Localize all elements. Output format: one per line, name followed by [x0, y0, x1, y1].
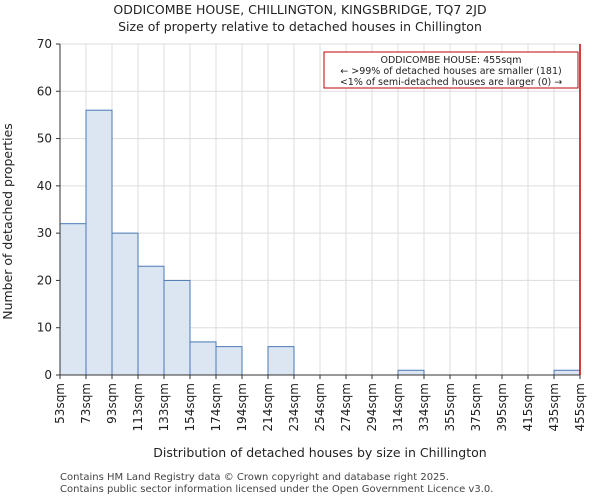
y-tick-label: 60: [37, 84, 52, 98]
bars: [59, 109, 581, 376]
bar: [189, 341, 217, 376]
x-tick-label: 234sqm: [287, 383, 301, 431]
x-tick-label: 53sqm: [53, 383, 67, 424]
annotation-line-2: ← >99% of detached houses are smaller (1…: [340, 66, 561, 77]
bar: [267, 346, 295, 376]
y-tick-label: 20: [37, 273, 52, 287]
x-tick-label: 455sqm: [573, 383, 587, 431]
x-tick-label: 93sqm: [105, 383, 119, 424]
x-tick-label: 334sqm: [417, 383, 431, 431]
bar: [215, 346, 243, 376]
y-tick-label: 0: [44, 368, 52, 382]
bar: [85, 109, 113, 376]
x-tick-label: 133sqm: [157, 383, 171, 431]
y-axis-label: Number of detached properties: [0, 123, 15, 320]
x-tick-label: 214sqm: [261, 383, 275, 431]
bar: [111, 232, 139, 376]
chart-subtitle: Size of property relative to detached ho…: [118, 19, 482, 34]
y-tick-label: 40: [37, 179, 52, 193]
chart-title: ODDICOMBE HOUSE, CHILLINGTON, KINGSBRIDG…: [113, 2, 487, 17]
bar: [163, 279, 191, 376]
y-tick-label: 30: [37, 226, 52, 240]
x-tick-label: 274sqm: [339, 383, 353, 431]
y-ticks: 0 10 20 30 40 50 60 70: [37, 37, 60, 382]
y-tick-label: 10: [37, 321, 52, 335]
annotation-line-1: ODDICOMBE HOUSE: 455sqm: [381, 55, 522, 66]
x-tick-label: 375sqm: [469, 383, 483, 431]
x-tick-label: 194sqm: [235, 383, 249, 431]
footer-line-2: Contains public sector information licen…: [60, 484, 494, 495]
x-tick-label: 73sqm: [79, 383, 93, 424]
footer-line-1: Contains HM Land Registry data © Crown c…: [60, 472, 449, 483]
x-ticks: 53sqm 73sqm 93sqm 113sqm 133sqm 154sqm 174sqm 1…: [53, 375, 587, 431]
x-tick-label: 355sqm: [443, 383, 457, 431]
x-tick-label: 154sqm: [183, 383, 197, 431]
bar: [397, 369, 425, 376]
annotation-line-3: <1% of semi-detached houses are larger (…: [340, 77, 562, 88]
bar: [553, 369, 581, 376]
x-tick-label: 435sqm: [547, 383, 561, 431]
x-tick-label: 294sqm: [365, 383, 379, 431]
x-axis-label: Distribution of detached houses by size …: [153, 445, 486, 460]
x-tick-label: 395sqm: [495, 383, 509, 431]
bar: [59, 223, 87, 376]
y-tick-label: 50: [37, 132, 52, 146]
bar: [137, 265, 165, 376]
x-tick-label: 174sqm: [209, 383, 223, 431]
x-tick-label: 113sqm: [131, 383, 145, 431]
x-tick-label: 314sqm: [391, 383, 405, 431]
x-tick-label: 415sqm: [521, 383, 535, 431]
annotation-box: ODDICOMBE HOUSE: 455sqm ← >99% of detach…: [323, 51, 579, 89]
x-tick-label: 254sqm: [313, 383, 327, 431]
y-tick-label: 70: [37, 37, 52, 51]
